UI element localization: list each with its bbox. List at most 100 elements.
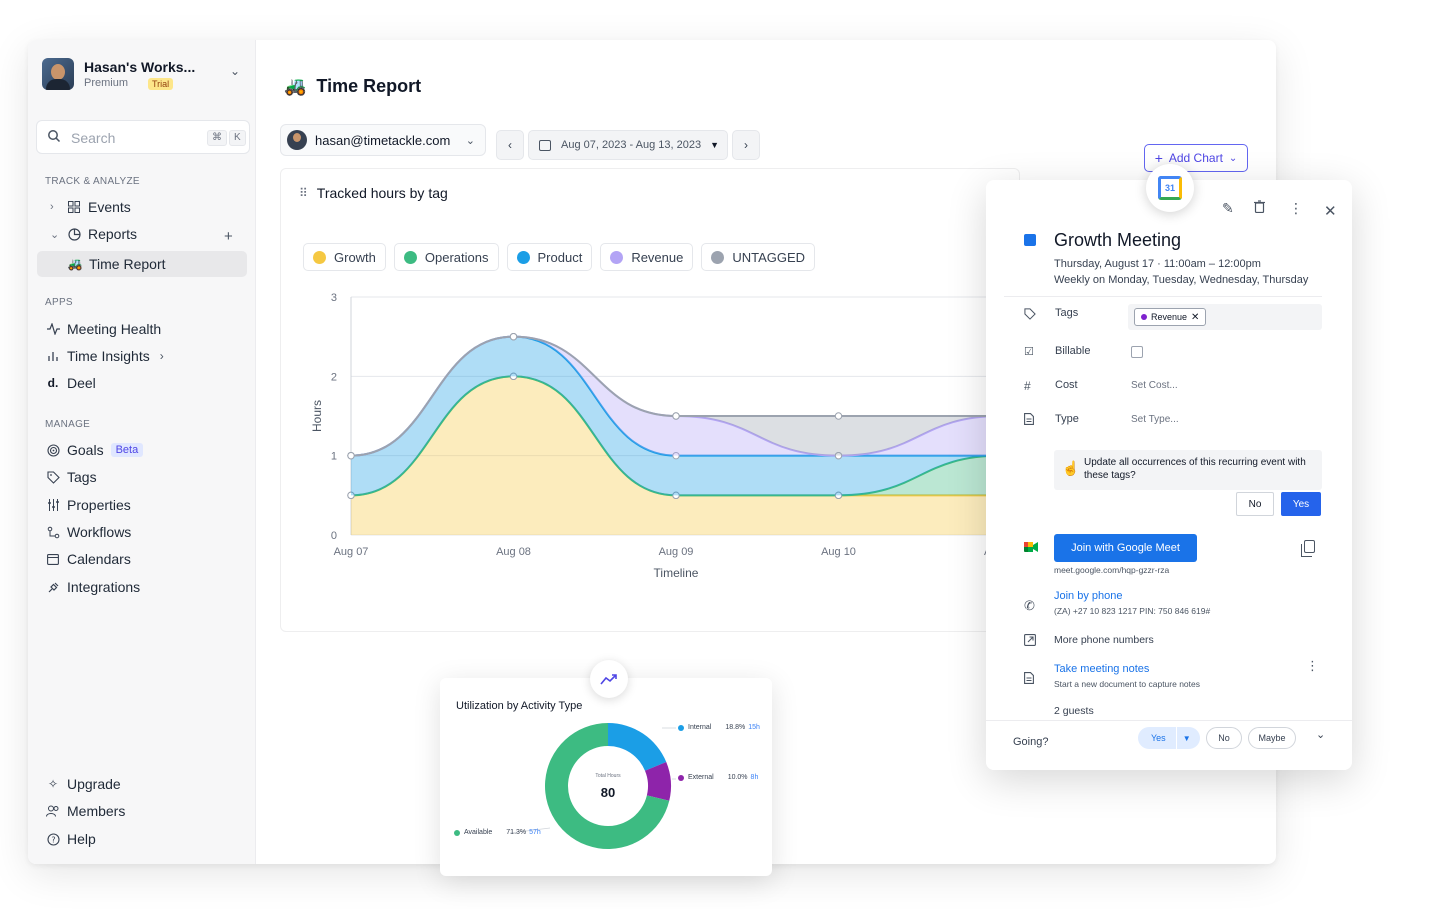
sidebar-item-events[interactable]: › Events xyxy=(50,196,131,218)
donut-slice-internal[interactable] xyxy=(608,723,667,771)
drag-handle-icon[interactable]: ⠿ xyxy=(299,186,308,200)
sidebar-item-time-insights[interactable]: Time Insights › xyxy=(45,345,164,367)
app-window: Hasan's Works... Premium Trial ⌄ Search … xyxy=(28,40,1276,864)
chevron-right-icon[interactable]: › xyxy=(159,349,164,363)
trash-icon[interactable] xyxy=(1254,200,1265,216)
donut-slice-available[interactable] xyxy=(545,723,670,849)
join-google-meet-button[interactable]: Join with Google Meet xyxy=(1054,534,1197,562)
sidebar-item-time-report[interactable]: 🚜 Time Report xyxy=(67,253,166,275)
legend-dot xyxy=(711,250,725,264)
plus-icon: + xyxy=(1154,150,1163,166)
rsvp-maybe-button[interactable]: Maybe xyxy=(1248,727,1296,749)
tag-dot xyxy=(1141,314,1147,320)
sidebar-item-properties[interactable]: Properties xyxy=(45,494,131,516)
billable-label: Billable xyxy=(1055,345,1091,357)
no-button[interactable]: No xyxy=(1236,492,1274,516)
close-icon[interactable]: ✕ xyxy=(1324,203,1337,220)
sidebar-item-goals[interactable]: Goals Beta xyxy=(45,439,144,461)
slice-pct: 10.0% xyxy=(727,774,748,781)
tag-chip-label: Revenue xyxy=(1151,312,1188,322)
line-untagged xyxy=(350,335,1001,457)
rsvp-yes-button[interactable]: Yes ▼ xyxy=(1138,727,1200,749)
sidebar-item-members[interactable]: Members xyxy=(45,800,125,822)
rsvp-no-button[interactable]: No xyxy=(1206,727,1242,749)
sidebar-item-upgrade[interactable]: ✧ Upgrade xyxy=(45,773,121,795)
legend-label: Growth xyxy=(334,249,376,265)
edit-icon[interactable]: ✎ xyxy=(1222,200,1234,216)
data-point xyxy=(347,451,355,460)
workspace-switcher[interactable]: Hasan's Works... Premium Trial ⌄ xyxy=(42,58,246,92)
sliders-icon xyxy=(45,497,61,513)
chevron-down-icon[interactable]: ⌄ xyxy=(229,64,240,78)
cost-label: Cost xyxy=(1055,379,1078,391)
sidebar-item-integrations[interactable]: Integrations xyxy=(45,576,140,598)
sidebar-item-deel[interactable]: d. Deel xyxy=(45,372,96,394)
pointing-hand-icon: ☝️ xyxy=(1062,460,1080,476)
tags-field[interactable]: Revenue ✕ xyxy=(1128,304,1322,330)
workspace-avatar xyxy=(42,58,74,90)
bar-chart-icon xyxy=(45,348,61,364)
tag-chip-revenue: Revenue ✕ xyxy=(1134,308,1207,326)
legend-item[interactable]: Operations xyxy=(393,243,499,271)
trend-icon[interactable] xyxy=(590,660,628,698)
chevron-down-icon: ⌄ xyxy=(465,134,475,147)
search-input[interactable]: Search ⌘ K xyxy=(36,120,250,154)
add-chart-button[interactable]: + Add Chart ⌄ xyxy=(1144,144,1248,172)
target-icon xyxy=(45,442,61,458)
legend-item[interactable]: Growth xyxy=(303,243,386,271)
remove-tag-icon[interactable]: ✕ xyxy=(1191,311,1200,323)
sidebar-item-reports[interactable]: ⌄ Reports xyxy=(50,223,137,245)
slice-name: External xyxy=(688,774,714,781)
event-detail-panel: 31 ✎ ⋮ ✕ Growth Meeting Thursday, August… xyxy=(986,164,1352,770)
utilization-card: Utilization by Activity Type Total Hours… xyxy=(440,660,772,876)
take-meeting-notes-link[interactable]: Take meeting notes xyxy=(1054,663,1150,675)
y-axis-label: Hours xyxy=(310,400,324,432)
guests-count[interactable]: 2 guests xyxy=(1054,705,1094,717)
more-vertical-icon[interactable]: ⋮ xyxy=(1306,658,1319,673)
sidebar-item-meeting-health[interactable]: Meeting Health xyxy=(45,318,161,340)
sidebar-item-calendars[interactable]: Calendars xyxy=(45,548,131,570)
join-by-phone-link[interactable]: Join by phone xyxy=(1054,590,1123,602)
legend-label: Operations xyxy=(424,249,489,265)
next-week-button[interactable]: › xyxy=(732,130,760,160)
checkbox-icon: ☑ xyxy=(1024,346,1034,358)
billable-checkbox[interactable] xyxy=(1131,346,1143,358)
sidebar: Hasan's Works... Premium Trial ⌄ Search … xyxy=(28,40,256,864)
chevron-down-icon[interactable]: ⌄ xyxy=(1316,729,1326,741)
slice-name: Internal xyxy=(688,724,712,731)
sidebar-item-label: Time Report xyxy=(89,256,166,272)
caret-down-icon[interactable]: ▼ xyxy=(1182,733,1191,743)
calendar-icon xyxy=(45,551,61,567)
more-phone-numbers-link[interactable]: More phone numbers xyxy=(1054,634,1154,646)
meet-url[interactable]: meet.google.com/hqp-gzzr-rza xyxy=(1054,565,1170,575)
pulse-icon xyxy=(45,321,61,337)
section-title-manage: MANAGE xyxy=(45,419,91,430)
chevron-down-icon[interactable]: ⌄ xyxy=(50,228,60,241)
add-report-icon[interactable]: + xyxy=(224,228,233,245)
users-icon xyxy=(45,803,61,819)
sparkle-icon: ✧ xyxy=(47,777,59,791)
data-point xyxy=(347,491,355,500)
donut-slice-external[interactable] xyxy=(644,762,671,801)
rsvp-yes-label: Yes xyxy=(1151,733,1166,743)
sidebar-item-help[interactable]: ? Help xyxy=(45,828,96,850)
more-vertical-icon[interactable]: ⋮ xyxy=(1289,200,1303,216)
beta-badge: Beta xyxy=(110,443,144,457)
legend-item[interactable]: Product xyxy=(506,243,593,271)
y-tick-label: 1 xyxy=(331,451,337,463)
date-range-button[interactable]: Aug 07, 2023 - Aug 13, 2023 ▼ xyxy=(528,130,728,160)
legend-item[interactable]: UNTAGGED xyxy=(701,243,816,271)
yes-button[interactable]: Yes xyxy=(1281,492,1321,516)
user-select[interactable]: hasan@timetackle.com ⌄ xyxy=(280,124,486,156)
sidebar-item-workflows[interactable]: Workflows xyxy=(45,521,131,543)
sidebar-item-tags[interactable]: Tags xyxy=(45,466,97,488)
google-calendar-icon: 31 xyxy=(1146,164,1194,212)
cost-field[interactable]: Set Cost... xyxy=(1131,380,1178,391)
prev-week-button[interactable]: ‹ xyxy=(496,130,524,160)
calendar-icon xyxy=(539,139,551,151)
type-field[interactable]: Set Type... xyxy=(1131,414,1179,425)
copy-icon[interactable] xyxy=(1301,540,1315,557)
legend-item[interactable]: Revenue xyxy=(600,243,694,271)
data-point xyxy=(834,451,843,460)
chevron-right-icon[interactable]: › xyxy=(50,201,54,213)
